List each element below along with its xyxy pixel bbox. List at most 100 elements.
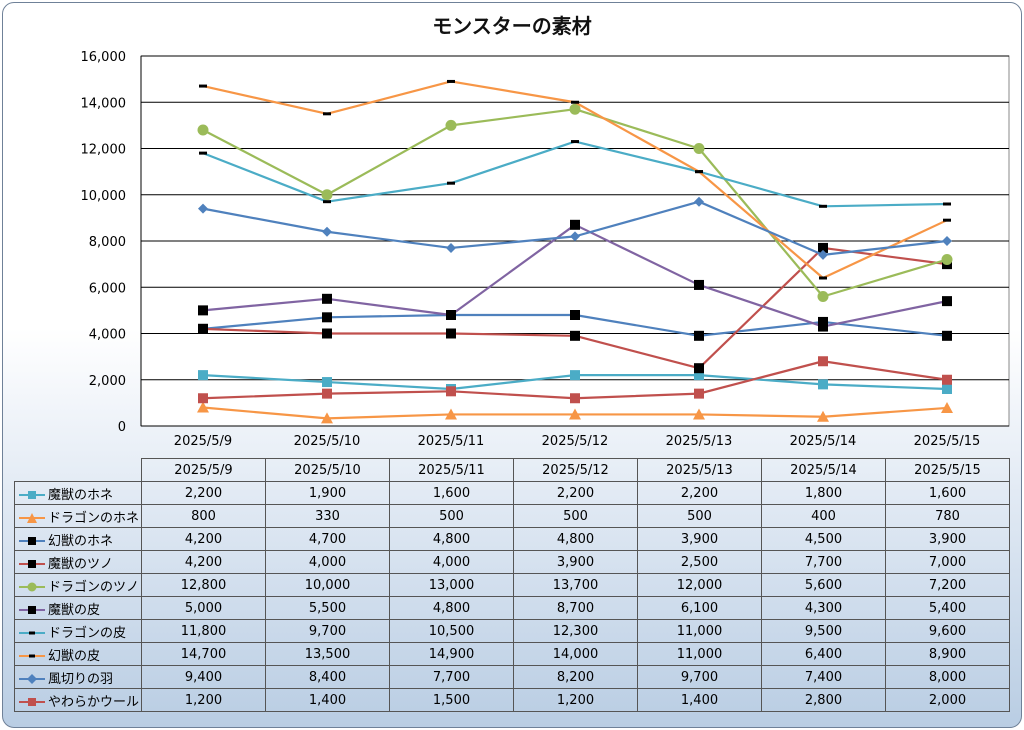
legend-key — [19, 537, 45, 545]
table-row: 魔獣のホネ 2,200 1,900 1,600 2,200 2,200 1,800 1,600 — [14, 481, 1010, 505]
data-point — [819, 204, 827, 208]
data-point — [197, 401, 209, 413]
table-cell: 6,400 — [761, 642, 886, 666]
table-cell: 13,500 — [265, 642, 390, 666]
data-point — [818, 242, 828, 253]
legend-key — [19, 513, 45, 523]
data-point — [198, 203, 208, 214]
table-cell: 9,700 — [265, 619, 390, 643]
table-row: ドラゴンの皮 11,800 9,700 10,500 12,300 11,000 9,500… — [14, 619, 1010, 643]
table-cell: 5,600 — [761, 573, 886, 597]
data-point — [942, 236, 952, 246]
y-tick-label: 12,000 — [81, 143, 127, 158]
data-point — [694, 363, 704, 374]
table-cell: 8,400 — [265, 665, 390, 689]
data-point — [693, 143, 705, 154]
series-label: ドラゴンの皮 — [14, 619, 142, 643]
table-cell: 2,800 — [761, 688, 886, 712]
table-cell: 5,400 — [885, 596, 1010, 620]
table-cell: 8,000 — [885, 665, 1010, 689]
table-cell: 2,000 — [885, 688, 1010, 712]
legend-key — [19, 631, 45, 635]
table-cell: 330 — [265, 504, 390, 528]
table-cell: 12,300 — [513, 619, 638, 643]
table-cell: 14,000 — [513, 642, 638, 666]
table-cell: 1,200 — [513, 688, 638, 712]
table-cell: 4,200 — [141, 550, 266, 574]
table-cell: 4,000 — [389, 550, 514, 574]
data-point — [322, 377, 332, 388]
table-cell: 2,500 — [637, 550, 762, 574]
table-cell: 1,400 — [265, 688, 390, 712]
y-tick-label: 4,000 — [89, 328, 126, 343]
table-cell: 1,500 — [389, 688, 514, 712]
table-cell: 4,200 — [141, 527, 266, 551]
data-point — [570, 219, 580, 230]
series-label: ドラゴンのツノ — [14, 573, 142, 597]
table-column-header: 2025/5/11 — [389, 458, 514, 482]
table-cell: 7,200 — [885, 573, 1010, 597]
table-cell: 10,000 — [265, 573, 390, 597]
table-cell: 14,900 — [389, 642, 514, 666]
table-column-header: 2025/5/15 — [885, 458, 1010, 482]
table-row: 幻獣のホネ 4,200 4,700 4,800 4,800 3,900 4,500 3,900 — [14, 527, 1010, 551]
table-cell: 8,900 — [885, 642, 1010, 666]
data-point — [446, 386, 456, 397]
table-column-header: 2025/5/10 — [265, 458, 390, 482]
y-tick-label: 16,000 — [81, 50, 127, 65]
series-name: 幻獣のホネ — [48, 533, 114, 549]
data-point — [199, 84, 207, 88]
data-point — [321, 189, 333, 201]
table-cell: 11,000 — [637, 642, 762, 666]
table-cell: 9,700 — [637, 665, 762, 689]
x-tick-label: 2025/5/15 — [914, 434, 981, 449]
data-point — [323, 112, 331, 116]
table-cell: 5,500 — [265, 596, 390, 620]
table-cell: 4,000 — [265, 550, 390, 574]
legend-key — [19, 698, 45, 706]
table-cell: 1,800 — [761, 481, 886, 505]
data-point — [445, 119, 457, 131]
table-cell: 4,300 — [761, 596, 886, 620]
series-label: 魔獣のツノ — [14, 550, 142, 574]
data-point — [819, 276, 827, 280]
table-row: 幻獣の皮 14,700 13,500 14,900 14,000 11,000 6,400 8… — [14, 642, 1010, 666]
table-cell: 4,800 — [389, 527, 514, 551]
table-cell: 5,000 — [141, 596, 266, 620]
data-point — [198, 393, 208, 404]
data-point — [322, 226, 332, 237]
data-point — [943, 202, 951, 206]
data-point — [570, 330, 580, 341]
table-cell: 400 — [761, 504, 886, 528]
data-point — [818, 321, 828, 332]
table-cell: 4,800 — [513, 527, 638, 551]
data-point — [942, 296, 952, 307]
table-cell: 12,000 — [637, 573, 762, 597]
table-cell: 8,700 — [513, 596, 638, 620]
data-point — [818, 379, 828, 390]
data-point — [571, 100, 579, 104]
data-table: 2025/5/9 2025/5/10 2025/5/11 2025/5/12 2025/… — [14, 458, 1010, 712]
data-point — [446, 328, 456, 339]
table-cell: 500 — [513, 504, 638, 528]
table-column-header: 2025/5/12 — [513, 458, 638, 482]
legend-key — [19, 606, 45, 614]
table-cell: 4,500 — [761, 527, 886, 551]
series-label: 幻獣のホネ — [14, 527, 142, 551]
table-cell: 780 — [885, 504, 1010, 528]
x-tick-label: 2025/5/13 — [666, 434, 733, 449]
x-tick-label: 2025/5/9 — [174, 434, 232, 449]
table-cell: 6,100 — [637, 596, 762, 620]
data-point — [446, 310, 456, 320]
data-point — [693, 408, 705, 420]
data-point — [694, 279, 704, 290]
table-cell: 13,000 — [389, 573, 514, 597]
table-cell: 4,700 — [265, 527, 390, 551]
series-name: やわらかウール — [48, 694, 140, 710]
data-point — [570, 310, 580, 320]
legend-key — [19, 582, 45, 592]
table-cell: 1,900 — [265, 481, 390, 505]
table-cell: 14,700 — [141, 642, 266, 666]
chart-title: モンスターの素材 — [432, 14, 592, 38]
table-cell: 7,700 — [761, 550, 886, 574]
